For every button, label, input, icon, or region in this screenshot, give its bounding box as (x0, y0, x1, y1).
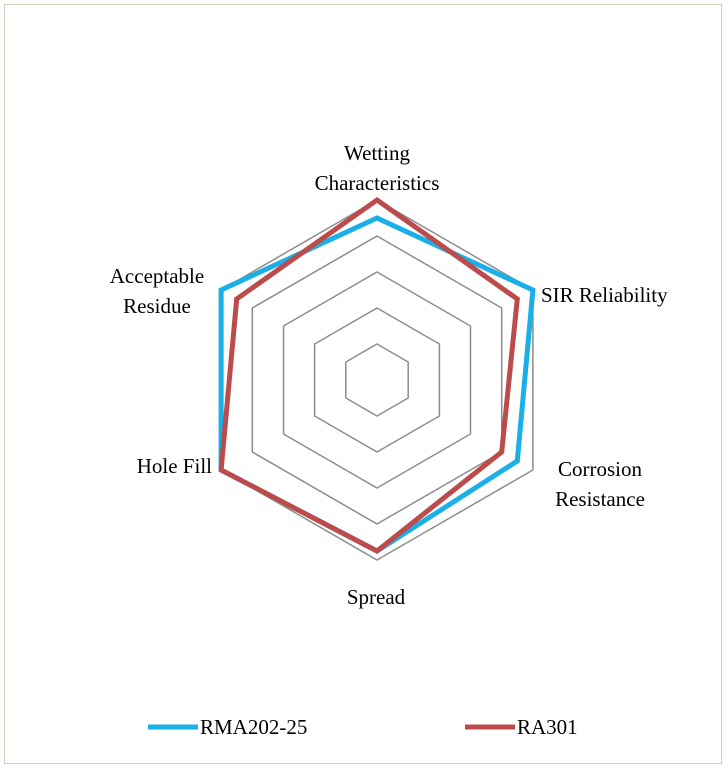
axis-label-holefill: Hole Fill (137, 454, 212, 478)
axis-label-corrosion-2: Resistance (555, 487, 645, 511)
axis-label-residue-1: Acceptable (110, 264, 204, 288)
axis-label-wetting-2: Characteristics (315, 171, 440, 195)
axis-label-wetting-1: Wetting (344, 141, 410, 165)
series-layer (218, 196, 536, 554)
axis-label-spread: Spread (347, 585, 406, 609)
series-line-2 (218, 196, 520, 554)
grid-ring-5 (220, 199, 534, 561)
legend: RMA202-25 RA301 (148, 715, 578, 739)
chart-frame (4, 4, 722, 764)
grid-ring-3 (282, 271, 472, 489)
axis-label-corrosion-1: Corrosion (558, 457, 643, 481)
series-line-1 (218, 215, 536, 554)
radar-grid (220, 199, 534, 561)
axis-label-sir: SIR Reliability (541, 283, 668, 307)
axis-labels: Wetting Characteristics SIR Reliability Cor… (110, 141, 668, 609)
legend-label-2: RA301 (517, 715, 578, 739)
grid-ring-2 (313, 307, 441, 453)
grid-ring-4 (251, 235, 503, 525)
grid-ring-1 (345, 343, 409, 417)
axis-label-residue-2: Residue (123, 294, 191, 318)
legend-label-1: RMA202-25 (200, 715, 307, 739)
